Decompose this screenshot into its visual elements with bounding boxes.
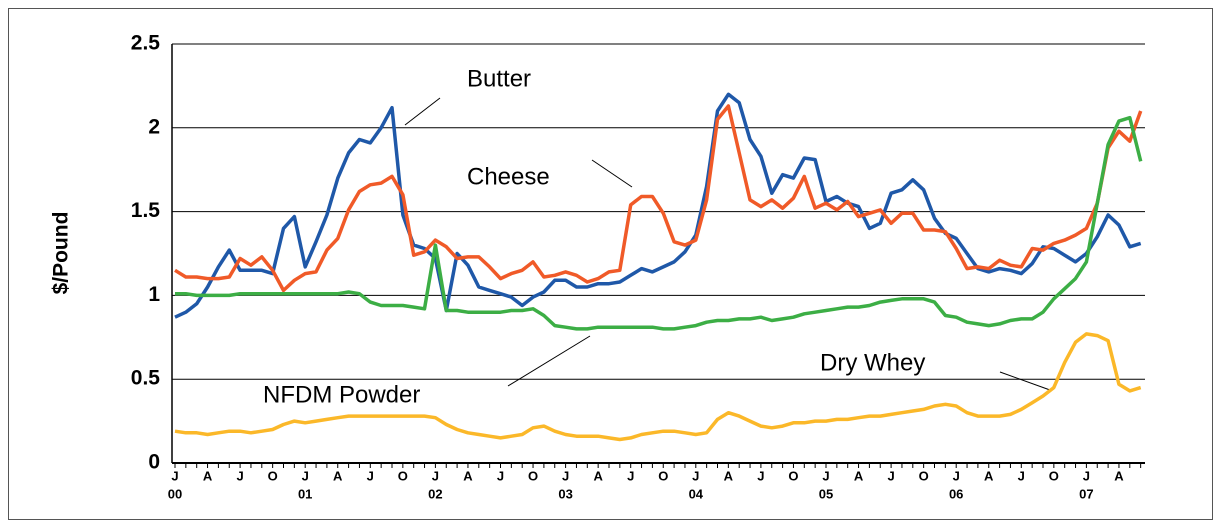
- plot: 0 0.5 1 1.5 2 2.5 J A J O J A J O J A J O J A J O J A J O J A J O J A J O…: [131, 32, 1145, 501]
- series-label: Cheese: [467, 163, 550, 190]
- leader-line: [404, 97, 441, 126]
- x-tick-label: O: [268, 468, 278, 483]
- series-line: [174, 104, 1143, 293]
- x-tick-label: O: [398, 468, 408, 483]
- year-label: 03: [558, 486, 572, 501]
- x-tick-label: J: [562, 468, 569, 483]
- x-tick-label: J: [1083, 468, 1090, 483]
- x-tick-label: J: [627, 468, 634, 483]
- year-label: 06: [949, 486, 963, 501]
- x-tick-label: A: [724, 468, 734, 483]
- x-tick-label: A: [463, 468, 473, 483]
- y-tick-label: 0.5: [131, 367, 161, 390]
- series-line: [174, 92, 1142, 319]
- year-label: 07: [1079, 486, 1093, 501]
- x-tick-label: O: [658, 468, 668, 483]
- x-tick-label: J: [757, 468, 764, 483]
- leader-line: [507, 335, 591, 387]
- year-label: 01: [298, 486, 312, 501]
- x-tick-label: A: [1114, 468, 1124, 483]
- x-tick-label: O: [788, 468, 798, 483]
- x-tick-label: J: [432, 468, 439, 483]
- year-label: 04: [689, 486, 704, 501]
- x-tick-label: A: [593, 468, 603, 483]
- x-tick-label: J: [367, 468, 374, 483]
- x-tick-label: J: [953, 468, 960, 483]
- x-tick-label: J: [1018, 468, 1025, 483]
- x-tick-label: J: [692, 468, 699, 483]
- x-tick-label: J: [236, 468, 243, 483]
- y-tick-label: 0: [148, 451, 160, 474]
- series-line: [174, 332, 1142, 442]
- y-tick-label: 2.5: [131, 32, 161, 55]
- x-tick-label: A: [203, 468, 213, 483]
- x-tick-label: O: [528, 468, 538, 483]
- y-tick-label: 1.5: [131, 199, 161, 222]
- year-label: 02: [428, 486, 442, 501]
- x-tick-label: A: [984, 468, 994, 483]
- x-tick-label: A: [333, 468, 343, 483]
- x-tick-label: O: [1049, 468, 1059, 483]
- leader-line: [999, 371, 1051, 391]
- series-label: Butter: [467, 65, 531, 92]
- x-tick-label: J: [171, 468, 178, 483]
- y-tick-label: 2: [148, 115, 160, 138]
- year-label: 05: [819, 486, 833, 501]
- y-tick-label: 1: [148, 283, 160, 306]
- series-label: Dry Whey: [820, 349, 925, 376]
- leader-line: [591, 159, 633, 188]
- series-line: [175, 115, 1143, 331]
- year-label: 00: [168, 486, 182, 501]
- y-axis-label: $/Pound: [50, 212, 73, 295]
- series-label: NFDM Powder: [263, 381, 420, 408]
- x-tick-label: J: [302, 468, 309, 483]
- x-tick-label: J: [822, 468, 829, 483]
- x-tick-label: J: [497, 468, 504, 483]
- x-tick-label: A: [854, 468, 864, 483]
- x-tick-label: O: [919, 468, 929, 483]
- x-tick-label: J: [887, 468, 894, 483]
